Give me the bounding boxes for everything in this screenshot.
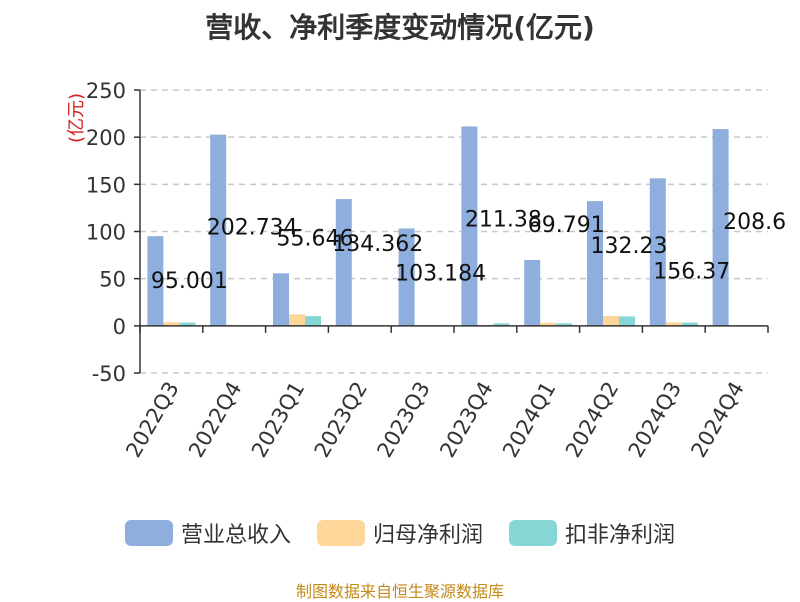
chart-legend: 营业总收入 归母净利润 扣非净利润: [0, 517, 800, 549]
bar-2023Q2-0: [335, 199, 352, 326]
bar-2022Q4-0: [210, 134, 227, 326]
x-tick-label: 2022Q4: [184, 378, 246, 462]
x-tick-label: 2023Q3: [372, 378, 434, 462]
x-tick-label: 2024Q3: [624, 378, 686, 462]
x-tick-label: 2024Q1: [498, 378, 560, 462]
y-tick-label: 50: [99, 268, 126, 292]
legend-swatch-deducted-net-profit: [509, 520, 557, 546]
x-tick-label: 2024Q2: [561, 378, 623, 462]
bar-2024Q1-2: [556, 323, 573, 326]
bar-2024Q2-1: [603, 315, 619, 326]
bar-2023Q4-0: [461, 126, 478, 326]
bar-2024Q4-0: [712, 129, 729, 326]
bar-2024Q1-1: [540, 322, 557, 326]
bar-2022Q3-2: [179, 322, 196, 326]
data-label-revenue: 134.362: [332, 232, 423, 257]
data-label-revenue: 208.6: [723, 210, 786, 235]
bar-2023Q1-2: [305, 316, 321, 326]
bar-2023Q4-2: [493, 323, 510, 326]
data-label-revenue: 103.184: [395, 261, 486, 286]
x-tick-label: 2023Q1: [247, 378, 309, 462]
x-tick-label: 2022Q3: [121, 378, 183, 462]
legend-item-parent-net-profit[interactable]: 归母净利润: [316, 517, 483, 549]
y-tick-label: 250: [86, 79, 126, 103]
bar-2024Q3-0: [649, 178, 666, 326]
legend-label-deducted-net-profit: 扣非净利润: [565, 523, 676, 548]
data-label-revenue: 211.38: [465, 207, 542, 232]
y-tick-label: 0: [113, 315, 126, 339]
legend-swatch-revenue: [124, 520, 173, 546]
bar-2023Q1-1: [289, 314, 305, 326]
data-source-note: 制图数据来自恒生聚源数据库: [295, 582, 504, 601]
bar-2024Q3-1: [665, 322, 682, 326]
y-axis-title: (亿元): [66, 93, 87, 143]
legend-item-deducted-net-profit[interactable]: 扣非净利润: [509, 517, 675, 549]
data-label-revenue: 156.37: [653, 259, 730, 284]
bar-2022Q3-0: [147, 236, 164, 326]
bar-2024Q3-2: [681, 322, 698, 326]
bar-2024Q2-0: [587, 201, 603, 326]
y-tick-label: -50: [92, 362, 126, 386]
x-tick-label: 2024Q4: [686, 378, 748, 462]
x-tick-label: 2023Q2: [310, 378, 372, 462]
x-tick-label: 2023Q4: [435, 378, 497, 462]
y-tick-label: 200: [86, 126, 126, 150]
legend-item-revenue[interactable]: 营业总收入: [124, 517, 291, 549]
legend-label-parent-net-profit: 归母净利润: [372, 523, 483, 548]
legend-swatch-parent-net-profit: [316, 520, 365, 546]
data-label-revenue: 69.791: [528, 213, 605, 238]
chart-title: 营收、净利季度变动情况(亿元): [205, 11, 595, 44]
bar-2024Q1-0: [524, 259, 541, 326]
bar-2024Q2-2: [619, 316, 635, 326]
bar-2023Q3-0: [398, 228, 415, 326]
bar-2022Q3-1: [163, 322, 180, 326]
y-tick-label: 100: [86, 221, 126, 245]
bar-2023Q1-0: [273, 273, 289, 326]
data-label-revenue: 132.23: [591, 234, 668, 259]
y-tick-label: 150: [86, 173, 126, 197]
data-label-revenue: 55.646: [277, 226, 354, 251]
legend-label-revenue: 营业总收入: [180, 523, 291, 548]
data-label-revenue: 95.001: [151, 269, 228, 294]
data-label-revenue: 202.734: [207, 216, 298, 241]
